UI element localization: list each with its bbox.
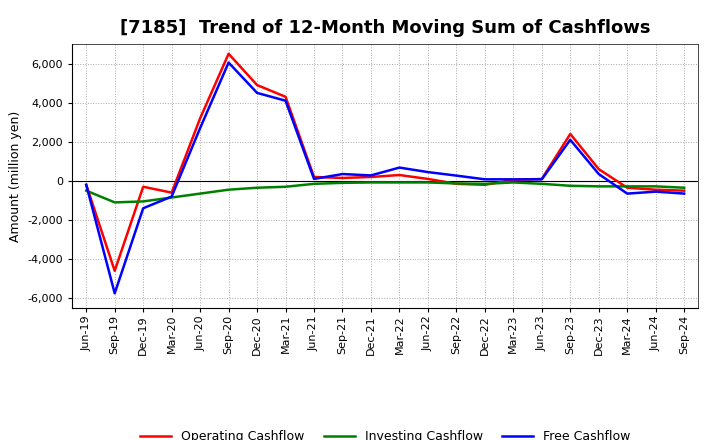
Investing Cashflow [537,181,546,187]
Free Cashflow [395,165,404,170]
Operating Cashflow [253,82,261,88]
Free Cashflow [110,291,119,296]
Investing Cashflow [82,188,91,193]
Investing Cashflow [338,180,347,186]
Investing Cashflow [480,181,489,187]
Operating Cashflow [423,176,432,182]
Operating Cashflow [139,184,148,189]
Investing Cashflow [652,184,660,189]
Operating Cashflow [167,190,176,195]
Operating Cashflow [366,174,375,180]
Operating Cashflow [196,116,204,121]
Operating Cashflow [595,166,603,172]
Y-axis label: Amount (million yen): Amount (million yen) [9,110,22,242]
Investing Cashflow [196,191,204,196]
Operating Cashflow [509,177,518,183]
Investing Cashflow [310,181,318,187]
Investing Cashflow [139,199,148,204]
Investing Cashflow [395,180,404,185]
Free Cashflow [680,191,688,196]
Free Cashflow [167,194,176,199]
Line: Free Cashflow: Free Cashflow [86,62,684,293]
Investing Cashflow [282,184,290,189]
Investing Cashflow [366,180,375,185]
Free Cashflow [566,137,575,143]
Investing Cashflow [680,185,688,191]
Investing Cashflow [566,183,575,188]
Operating Cashflow [566,131,575,136]
Free Cashflow [652,189,660,194]
Investing Cashflow [225,187,233,192]
Free Cashflow [225,60,233,65]
Operating Cashflow [480,182,489,187]
Free Cashflow [623,191,631,196]
Free Cashflow [282,98,290,103]
Investing Cashflow [167,195,176,200]
Free Cashflow [338,172,347,177]
Free Cashflow [509,177,518,182]
Free Cashflow [595,172,603,177]
Operating Cashflow [338,175,347,180]
Free Cashflow [480,177,489,182]
Line: Operating Cashflow: Operating Cashflow [86,54,684,271]
Free Cashflow [253,90,261,95]
Free Cashflow [423,169,432,175]
Free Cashflow [139,205,148,211]
Investing Cashflow [110,200,119,205]
Operating Cashflow [623,185,631,191]
Operating Cashflow [310,174,318,180]
Operating Cashflow [110,268,119,274]
Legend: Operating Cashflow, Investing Cashflow, Free Cashflow: Operating Cashflow, Investing Cashflow, … [135,425,635,440]
Operating Cashflow [282,94,290,99]
Investing Cashflow [253,185,261,191]
Free Cashflow [366,173,375,178]
Operating Cashflow [225,51,233,56]
Operating Cashflow [82,182,91,187]
Free Cashflow [196,125,204,131]
Operating Cashflow [452,181,461,187]
Operating Cashflow [537,176,546,182]
Free Cashflow [537,177,546,182]
Operating Cashflow [652,187,660,192]
Operating Cashflow [680,188,688,193]
Free Cashflow [452,173,461,178]
Title: [7185]  Trend of 12-Month Moving Sum of Cashflows: [7185] Trend of 12-Month Moving Sum of C… [120,19,650,37]
Investing Cashflow [509,180,518,185]
Free Cashflow [82,182,91,187]
Investing Cashflow [595,184,603,189]
Investing Cashflow [423,180,432,185]
Operating Cashflow [395,172,404,178]
Investing Cashflow [623,184,631,189]
Investing Cashflow [452,181,461,186]
Free Cashflow [310,176,318,182]
Line: Investing Cashflow: Investing Cashflow [86,183,684,202]
